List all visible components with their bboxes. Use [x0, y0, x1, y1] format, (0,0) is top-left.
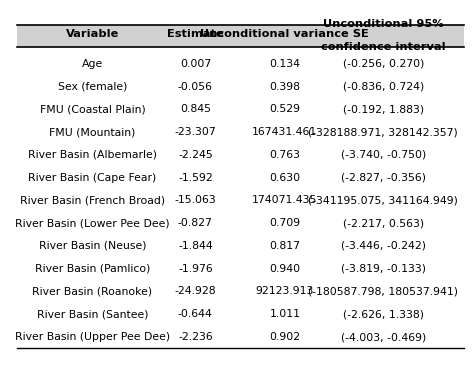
Text: River Basin (Upper Pee Dee): River Basin (Upper Pee Dee)	[15, 332, 170, 342]
Text: 0.709: 0.709	[269, 218, 301, 228]
Text: (-0.836, 0.724): (-0.836, 0.724)	[343, 81, 424, 92]
Text: -15.063: -15.063	[174, 195, 216, 205]
Text: (-0.256, 0.270): (-0.256, 0.270)	[343, 59, 424, 69]
Text: River Basin (Santee): River Basin (Santee)	[37, 309, 148, 319]
Text: Age: Age	[82, 59, 103, 69]
Text: 0.529: 0.529	[269, 104, 301, 114]
FancyBboxPatch shape	[17, 25, 464, 47]
Text: -2.236: -2.236	[178, 332, 213, 342]
Text: FMU (Mountain): FMU (Mountain)	[49, 127, 136, 137]
Text: (-3.446, -0.242): (-3.446, -0.242)	[341, 241, 426, 251]
Text: 0.398: 0.398	[269, 81, 301, 92]
Text: (-2.217, 0.563): (-2.217, 0.563)	[343, 218, 424, 228]
Text: -2.245: -2.245	[178, 150, 213, 160]
Text: Sex (female): Sex (female)	[58, 81, 127, 92]
Text: -1.592: -1.592	[178, 173, 213, 183]
Text: 0.007: 0.007	[180, 59, 211, 69]
Text: 92123.913: 92123.913	[255, 286, 314, 296]
Text: 0.845: 0.845	[180, 104, 211, 114]
Text: FMU (Coastal Plain): FMU (Coastal Plain)	[40, 104, 146, 114]
Text: 0.817: 0.817	[269, 241, 301, 251]
Text: (-2.827, -0.356): (-2.827, -0.356)	[341, 173, 426, 183]
Text: -1.976: -1.976	[178, 264, 213, 274]
Text: 0.134: 0.134	[269, 59, 301, 69]
Text: River Basin (Pamlico): River Basin (Pamlico)	[35, 264, 150, 274]
Text: (-3.740, -0.750): (-3.740, -0.750)	[341, 150, 426, 160]
Text: 167431.461: 167431.461	[252, 127, 318, 137]
Text: Variable: Variable	[66, 30, 119, 40]
Text: River Basin (Lower Pee Dee): River Basin (Lower Pee Dee)	[15, 218, 170, 228]
Text: -0.644: -0.644	[178, 309, 213, 319]
Text: -23.307: -23.307	[174, 127, 216, 137]
Text: 0.630: 0.630	[269, 173, 301, 183]
Text: 0.763: 0.763	[269, 150, 301, 160]
Text: River Basin (Cape Fear): River Basin (Cape Fear)	[28, 173, 156, 183]
Text: River Basin (Roanoke): River Basin (Roanoke)	[32, 286, 153, 296]
Text: River Basin (French Broad): River Basin (French Broad)	[20, 195, 165, 205]
Text: -1.844: -1.844	[178, 241, 213, 251]
Text: Estimate: Estimate	[167, 30, 224, 40]
Text: River Basin (Albemarle): River Basin (Albemarle)	[28, 150, 157, 160]
Text: 174071.435: 174071.435	[252, 195, 318, 205]
Text: (-328188.971, 328142.357): (-328188.971, 328142.357)	[309, 127, 458, 137]
Text: (-4.003, -0.469): (-4.003, -0.469)	[341, 332, 426, 342]
Text: confidence interval: confidence interval	[321, 41, 446, 51]
Text: -24.928: -24.928	[174, 286, 216, 296]
Text: (-180587.798, 180537.941): (-180587.798, 180537.941)	[308, 286, 458, 296]
Text: (-0.192, 1.883): (-0.192, 1.883)	[343, 104, 424, 114]
Text: Unconditional 95%: Unconditional 95%	[323, 19, 444, 29]
Text: (-341195.075, 341164.949): (-341195.075, 341164.949)	[308, 195, 458, 205]
Text: (-2.626, 1.338): (-2.626, 1.338)	[343, 309, 424, 319]
Text: River Basin (Neuse): River Basin (Neuse)	[39, 241, 146, 251]
Text: 0.902: 0.902	[269, 332, 301, 342]
Text: -0.056: -0.056	[178, 81, 213, 92]
Text: -0.827: -0.827	[178, 218, 213, 228]
Text: 0.940: 0.940	[269, 264, 301, 274]
Text: Unconditional variance SE: Unconditional variance SE	[201, 30, 369, 40]
Text: 1.011: 1.011	[269, 309, 301, 319]
Text: (-3.819, -0.133): (-3.819, -0.133)	[341, 264, 426, 274]
